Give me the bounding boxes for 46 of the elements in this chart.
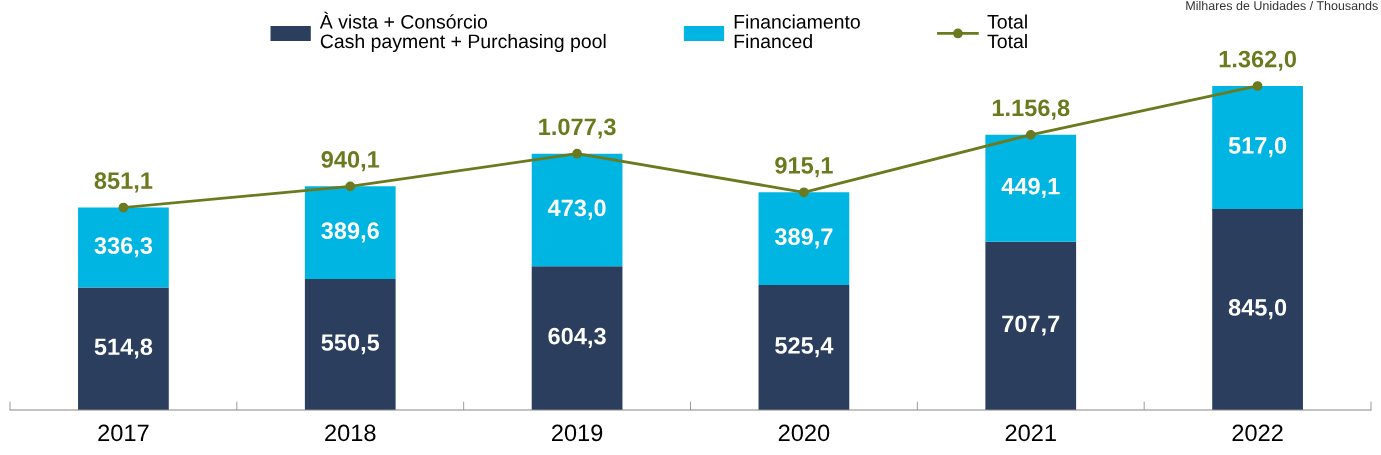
data-label: 525,4 (775, 337, 834, 358)
bar (78, 287, 169, 410)
point (1252, 81, 1263, 91)
data-label: 1.362,0 (1219, 50, 1297, 71)
legend-label: À vista + Consórcio Cash payment + Purchasing pool (319, 11, 606, 53)
bar (78, 207, 169, 288)
x-tick-label: 2019 (552, 424, 603, 442)
point (799, 187, 809, 198)
data-label: 473,0 (547, 199, 606, 220)
data-label: 336,3 (94, 237, 153, 258)
x-tick-label: 2020 (778, 424, 830, 442)
data-label: 517,0 (1228, 137, 1287, 158)
bar (1212, 208, 1303, 410)
data-label: 1.156,8 (992, 99, 1070, 120)
data-label: 550,5 (321, 334, 380, 355)
point (345, 181, 356, 192)
data-label: 389,6 (321, 222, 379, 243)
bar (758, 285, 850, 410)
data-label: 449,1 (1001, 177, 1060, 198)
bar (985, 134, 1077, 242)
bar (304, 186, 396, 280)
x-tick-label: 2021 (1005, 424, 1056, 442)
data-label: 851,1 (94, 172, 153, 193)
legend-label: Total Total (987, 14, 1027, 49)
data-label: 940,1 (321, 151, 380, 172)
data-label: 707,7 (1002, 315, 1060, 336)
x-tick-label: 2022 (1232, 424, 1283, 442)
point (118, 202, 129, 213)
data-label: 514,8 (94, 338, 153, 359)
x-tick-label: 2017 (98, 424, 149, 442)
data-label: 1.077,3 (539, 118, 616, 139)
bar (531, 266, 623, 410)
bar (758, 192, 850, 286)
legend-label: Financiamento Financed (734, 14, 860, 49)
point (572, 148, 582, 159)
data-label: 915,1 (775, 157, 833, 178)
data-label: 604,3 (548, 327, 606, 348)
annotation: Milhares de Unidades / Thousands (1186, 0, 1378, 11)
bar (1212, 86, 1303, 209)
bar (304, 279, 396, 410)
data-label: 845,0 (1228, 299, 1287, 320)
data-label: 389,7 (774, 228, 833, 249)
point (1025, 129, 1036, 140)
x-tick-label: 2018 (325, 424, 376, 442)
bar (985, 241, 1077, 410)
bar (531, 153, 623, 267)
